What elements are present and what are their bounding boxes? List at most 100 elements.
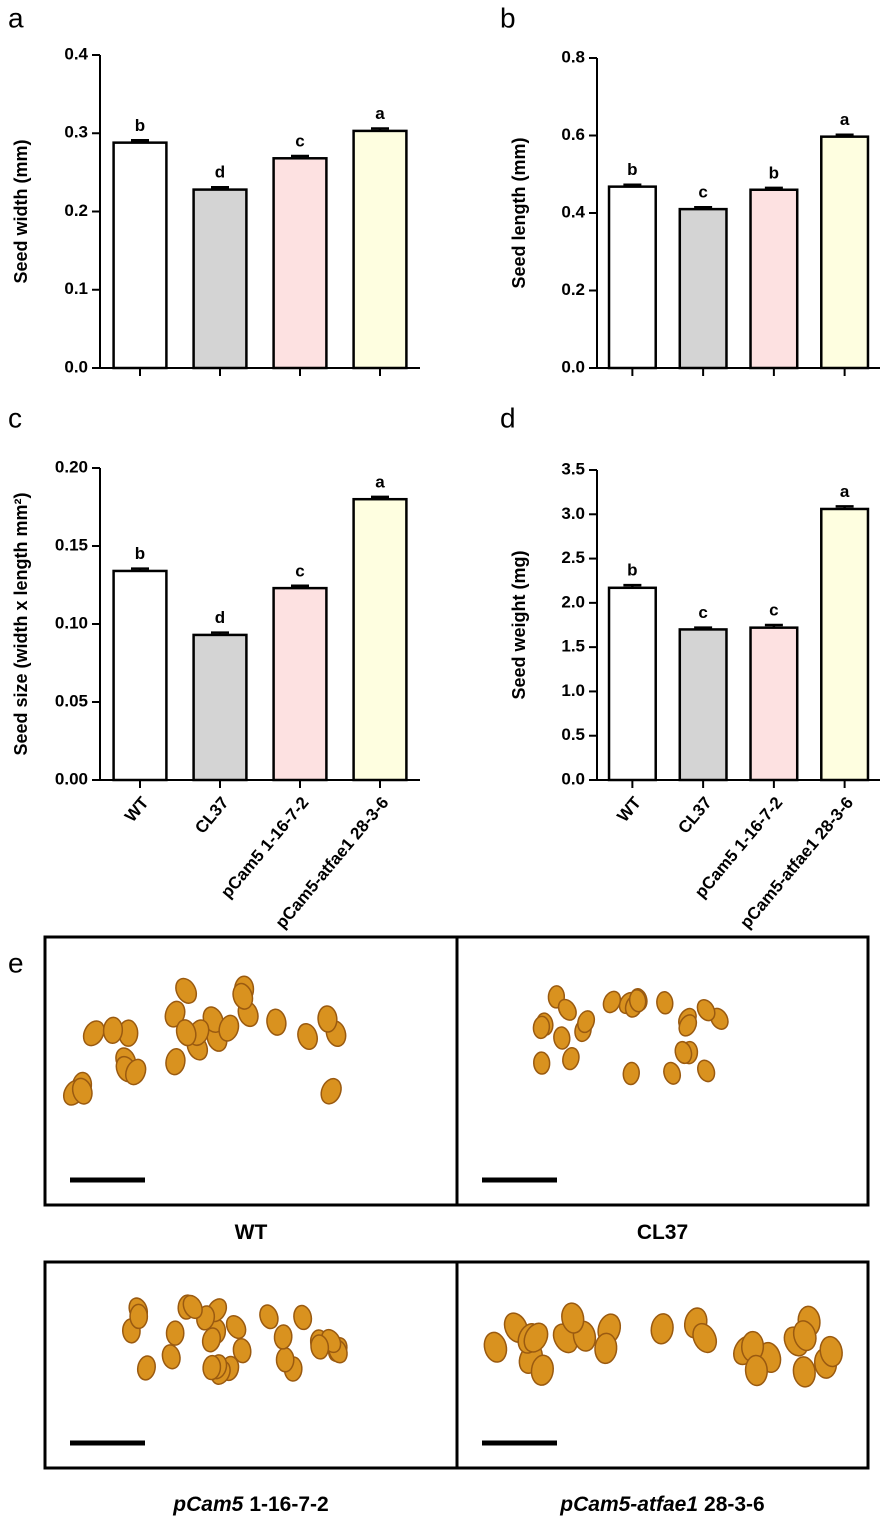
bar: [820, 135, 870, 370]
y-tick-label: 0.4: [561, 202, 585, 221]
y-tick-label: 0.20: [55, 457, 88, 476]
significance-letter: c: [295, 561, 304, 580]
caption-italic: pCam5: [172, 1493, 243, 1516]
seed: [650, 1313, 674, 1345]
y-tick-label: 3.0: [561, 504, 585, 523]
y-tick-label: 0.10: [55, 613, 88, 632]
seed: [656, 991, 674, 1015]
y-tick-label: 0.0: [64, 357, 88, 376]
seed: [165, 1048, 186, 1076]
error-bar: [694, 626, 713, 630]
significance-letter: b: [769, 163, 779, 182]
photo-frame: [43, 935, 459, 1207]
seed: [674, 1040, 693, 1065]
seed: [696, 999, 716, 1022]
photo-caption: CL37: [637, 1221, 688, 1244]
error-bar: [694, 205, 713, 210]
photo-caption: WT: [235, 1221, 268, 1244]
seed: [602, 990, 622, 1014]
y-axis-label: Seed weight (mg): [509, 550, 529, 699]
y-tick-label: 0.2: [64, 201, 88, 220]
seed: [71, 1077, 93, 1105]
error-bar: [623, 183, 642, 187]
y-tick-label: 0.1: [64, 279, 88, 298]
y-tick-label: 0.15: [55, 535, 88, 554]
y-tick-label: 3.5: [561, 459, 585, 478]
panel-label: c: [8, 402, 22, 433]
bar: [749, 626, 799, 782]
seed: [663, 1061, 682, 1085]
y-tick-label: 1.0: [561, 681, 585, 700]
seed: [232, 982, 254, 1010]
error-bar: [764, 186, 783, 190]
y-tick-label: 0.0: [561, 357, 585, 376]
significance-letter: a: [375, 472, 385, 491]
seed: [259, 1304, 279, 1330]
seed: [697, 1059, 716, 1083]
seed: [164, 1000, 186, 1028]
seed: [293, 1304, 313, 1331]
y-axis-label: Seed width (mm): [11, 139, 31, 283]
bar: [192, 633, 248, 782]
error-bar: [764, 623, 783, 628]
seed: [125, 1058, 147, 1086]
seed: [692, 1322, 718, 1354]
y-axis-label: Seed size (width x length mm²): [11, 492, 31, 755]
error-bar: [371, 495, 389, 500]
seed: [201, 1327, 222, 1353]
y-tick-label: 0.05: [55, 691, 88, 710]
bar: [678, 628, 728, 782]
y-tick-label: 0.8: [561, 47, 585, 66]
seed: [819, 1335, 843, 1368]
seed: [530, 1354, 554, 1386]
seed: [594, 1332, 618, 1365]
seed: [310, 1334, 330, 1360]
caption-italic: pCam5-atfae1: [559, 1493, 698, 1516]
significance-letter: d: [215, 608, 225, 627]
seed: [136, 1355, 156, 1381]
significance-letter: c: [698, 183, 707, 202]
significance-letter: b: [627, 561, 637, 580]
y-tick-label: 0.0: [561, 769, 585, 788]
seed: [165, 1320, 185, 1346]
x-tick-label: WT: [121, 793, 153, 826]
photo-caption: pCam5 1-16-7-2: [172, 1493, 328, 1516]
seed: [320, 1077, 342, 1105]
seed: [218, 1014, 240, 1042]
error-bar: [835, 505, 854, 509]
bar: [749, 188, 799, 370]
seed: [273, 1324, 293, 1350]
bar: [820, 507, 870, 782]
caption-text: CL37: [637, 1221, 688, 1244]
seed: [129, 1303, 149, 1330]
seed: [562, 1046, 580, 1071]
caption-text: WT: [235, 1221, 268, 1244]
bar: [272, 586, 328, 782]
bar: [607, 586, 657, 782]
seed: [202, 1354, 222, 1381]
error-bar: [371, 127, 389, 131]
bar: [607, 185, 657, 370]
error-bar: [291, 584, 309, 589]
seed: [225, 1314, 247, 1340]
seed: [557, 998, 577, 1021]
seed: [182, 1294, 203, 1320]
panel-label: a: [8, 2, 24, 33]
x-tick-label: CL37: [674, 793, 715, 837]
caption-text: 28-3-6: [704, 1493, 765, 1516]
seed: [175, 977, 198, 1004]
panel-label: d: [500, 402, 516, 433]
seed: [266, 1008, 287, 1036]
photo-caption: pCam5-atfae1 28-3-6: [559, 1493, 764, 1516]
seed: [317, 1005, 338, 1033]
seed: [523, 1322, 549, 1353]
y-tick-label: 0.00: [55, 769, 88, 788]
seed: [533, 1051, 551, 1075]
panel-label: b: [500, 2, 516, 33]
bar: [112, 569, 168, 782]
seed: [553, 1026, 571, 1050]
seed: [744, 1354, 768, 1387]
photo-frame: [455, 935, 870, 1207]
x-tick-label: CL37: [191, 793, 232, 837]
